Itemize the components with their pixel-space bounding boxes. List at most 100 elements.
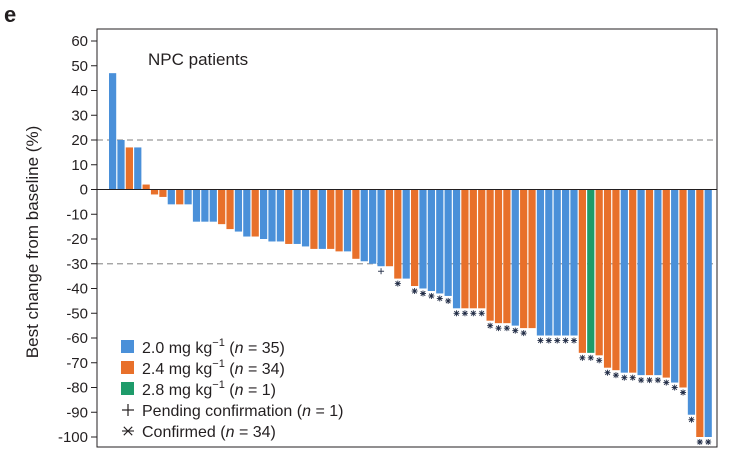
marker-stroke xyxy=(495,325,502,331)
legend-label: 2.0 mg kg−1 (n = 35) xyxy=(142,337,285,357)
marker-stroke xyxy=(445,298,451,304)
confirmed-star-marker xyxy=(696,439,703,445)
legend-label: Confirmed (n = 34) xyxy=(142,424,276,441)
confirmed-star-marker xyxy=(470,310,477,317)
confirmed-star-marker xyxy=(411,288,418,295)
bar xyxy=(671,189,679,383)
confirmed-star-marker xyxy=(604,369,611,376)
y-tick-label: -90 xyxy=(66,404,88,421)
bar xyxy=(260,189,268,239)
bar xyxy=(360,189,368,262)
marker-stroke xyxy=(453,310,460,316)
bar xyxy=(444,189,452,296)
bar xyxy=(343,189,352,252)
bar xyxy=(553,189,561,336)
bar xyxy=(310,189,318,249)
confirmed-star-marker xyxy=(453,310,460,317)
bar xyxy=(629,189,637,373)
legend-swatch xyxy=(121,340,134,353)
bar xyxy=(335,189,343,252)
y-tick-label: -80 xyxy=(66,380,88,397)
bar xyxy=(369,189,377,264)
confirmed-star-marker xyxy=(537,337,544,344)
bar xyxy=(142,184,150,190)
bar xyxy=(150,189,159,195)
bar xyxy=(452,189,461,309)
marker-stroke xyxy=(437,295,443,302)
response-markers xyxy=(378,268,712,445)
panel-letter: e xyxy=(4,2,17,27)
bar xyxy=(570,189,578,336)
marker-stroke xyxy=(680,389,686,396)
confirmed-star-marker xyxy=(646,377,653,384)
confirmed-star-marker xyxy=(654,377,661,384)
bar xyxy=(109,73,117,190)
bar xyxy=(662,189,670,378)
confirmed-star-marker xyxy=(436,295,443,302)
marker-stroke xyxy=(697,439,703,445)
bar xyxy=(268,189,276,242)
bar xyxy=(276,189,284,242)
bar xyxy=(478,189,486,309)
marker-stroke xyxy=(412,288,418,294)
plot-frame xyxy=(96,28,718,448)
marker-stroke xyxy=(604,370,611,376)
confirmed-star-marker xyxy=(562,337,569,344)
bar xyxy=(184,189,192,205)
legend-item-dose_2_4: 2.4 mg kg−1 (n = 34) xyxy=(121,358,285,378)
bar xyxy=(469,189,477,309)
confirmed-star-marker xyxy=(587,354,594,361)
confirmed-star-marker xyxy=(688,416,695,423)
marker-stroke xyxy=(655,377,661,383)
marker-stroke xyxy=(621,375,627,381)
marker-stroke xyxy=(462,310,468,316)
bar xyxy=(578,189,586,353)
bar xyxy=(327,189,335,249)
bar xyxy=(528,189,536,329)
confirmed-star-marker xyxy=(545,337,552,344)
bar xyxy=(637,189,645,376)
legend-label: 2.8 mg kg−1 (n = 1) xyxy=(142,379,276,399)
confirmed-star-marker xyxy=(554,337,561,344)
bar xyxy=(679,189,687,388)
legend-swatch xyxy=(121,361,134,374)
bar xyxy=(117,140,125,190)
bar xyxy=(419,189,427,289)
confirmed-star-marker xyxy=(570,337,577,344)
confirmed-star-marker xyxy=(487,322,494,329)
bar xyxy=(704,189,712,437)
confirmed-star-marker xyxy=(680,389,687,396)
y-tick-label: 30 xyxy=(71,107,88,124)
bar xyxy=(159,189,167,197)
bar xyxy=(536,189,545,336)
legend-swatch xyxy=(121,382,134,395)
y-axis-ticks: 60 50 40 30 20 10 0 -10 -20 -30 -40 -50 -60 -70 -80 -90… xyxy=(58,33,97,446)
y-tick-label: -30 xyxy=(66,256,88,273)
marker-stroke xyxy=(537,337,544,344)
bar xyxy=(192,189,201,222)
bar xyxy=(587,189,595,353)
y-tick-label: 60 xyxy=(71,33,88,50)
bar xyxy=(209,189,217,222)
marker-stroke xyxy=(546,337,552,344)
confirmed-star-marker xyxy=(638,377,645,384)
bar xyxy=(377,189,385,267)
bar xyxy=(226,189,234,230)
marker-stroke xyxy=(554,337,560,344)
bar xyxy=(125,147,133,190)
confirmed-star-marker xyxy=(419,290,426,297)
marker-stroke xyxy=(588,355,594,361)
bar xyxy=(562,189,570,336)
marker-stroke xyxy=(470,310,476,316)
marker-stroke xyxy=(596,357,602,363)
bar xyxy=(285,189,293,244)
annotation-npc-patients: NPC patients xyxy=(148,50,248,69)
bar xyxy=(645,189,654,376)
legend-label: Pending confirmation (n = 1) xyxy=(142,403,343,420)
bar xyxy=(595,189,603,356)
bar xyxy=(461,189,469,309)
confirmed-star-marker xyxy=(394,280,401,287)
confirmed-star-marker xyxy=(445,297,452,304)
marker-stroke xyxy=(512,328,518,334)
